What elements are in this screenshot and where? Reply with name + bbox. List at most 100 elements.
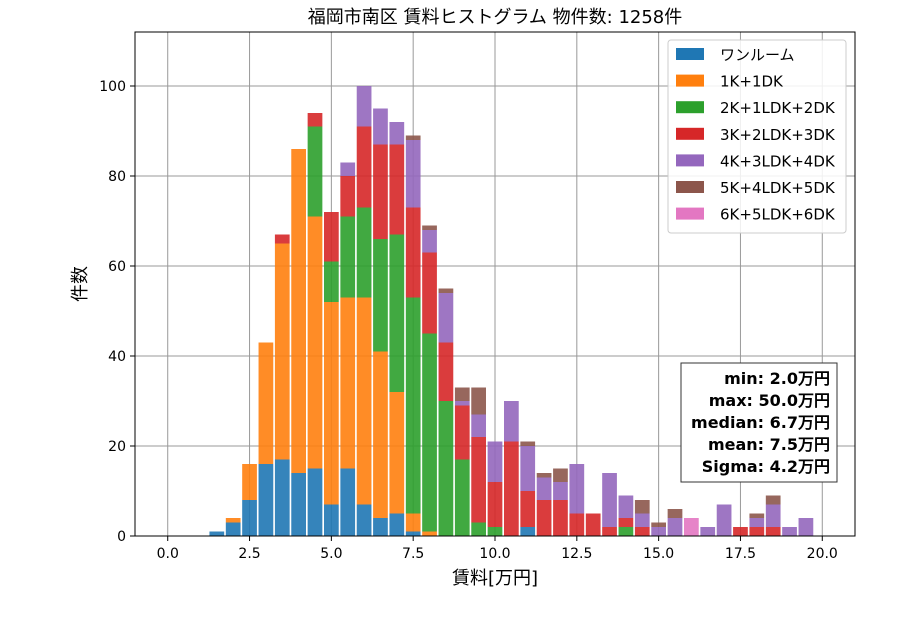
histogram-bar xyxy=(422,230,437,253)
histogram-bar xyxy=(536,477,552,500)
legend-swatch xyxy=(676,127,704,140)
histogram-bar xyxy=(520,491,536,527)
histogram-bar xyxy=(405,513,421,532)
x-tick-label: 0.0 xyxy=(157,546,179,562)
histogram-bar xyxy=(324,504,339,536)
histogram-bar xyxy=(553,482,568,500)
histogram-bar xyxy=(618,527,634,536)
legend-box xyxy=(667,39,847,234)
histogram-bar xyxy=(504,441,519,536)
bars xyxy=(209,86,814,536)
legend-swatch xyxy=(676,154,704,167)
histogram-bar xyxy=(340,176,356,217)
histogram-bar xyxy=(422,252,437,334)
histogram-bar xyxy=(373,108,388,145)
histogram-bar xyxy=(405,297,421,514)
y-tick-label: 40 xyxy=(108,349,126,365)
histogram-bar xyxy=(340,297,356,469)
chart-title: 福岡市南区 賃料ヒストグラム 物件数: 1258件 xyxy=(308,7,683,28)
legend: ワンルーム 1K+1DK 2K+1LDK+2DK 3K+2LDK+3DK 4K+3LDK… xyxy=(667,39,847,234)
histogram-bar xyxy=(307,113,323,127)
x-tick-label: 5.0 xyxy=(320,546,342,562)
histogram-bar xyxy=(602,473,617,527)
histogram-bar xyxy=(356,126,372,208)
histogram-bar xyxy=(356,297,372,505)
histogram-bar xyxy=(553,468,568,482)
histogram-bar xyxy=(356,207,372,298)
histogram-bar xyxy=(340,468,356,536)
histogram-bar xyxy=(667,518,683,536)
histogram-bar xyxy=(307,126,323,217)
histogram-bar xyxy=(634,500,650,514)
histogram-bar xyxy=(225,518,241,523)
histogram-bar xyxy=(520,527,536,536)
histogram-bar xyxy=(291,149,306,473)
stats-annotation: min: 2.0万円 max: 50.0万円 median: 6.7万円 mea… xyxy=(680,362,838,483)
histogram-bar xyxy=(438,288,454,293)
histogram-bar xyxy=(471,387,486,415)
legend-swatch xyxy=(676,74,704,87)
histogram-bar xyxy=(684,518,699,536)
histogram-bar xyxy=(242,500,257,536)
histogram-bar xyxy=(389,513,405,536)
histogram-bar xyxy=(634,527,650,536)
legend-label: 1K+1DK xyxy=(720,73,784,91)
x-tick-label: 17.5 xyxy=(725,546,756,562)
histogram-bar xyxy=(749,518,765,527)
histogram-bar xyxy=(340,162,356,176)
y-tick-label: 80 xyxy=(108,169,126,185)
x-tick-label: 12.5 xyxy=(561,546,592,562)
histogram-bar xyxy=(291,473,306,536)
histogram-bar xyxy=(373,144,388,239)
histogram-bar xyxy=(487,482,503,527)
histogram-bar xyxy=(324,261,339,302)
x-tick-label: 20.0 xyxy=(807,546,838,562)
histogram-bar xyxy=(373,239,388,352)
histogram-bar xyxy=(242,464,257,500)
histogram-bar xyxy=(569,464,585,514)
histogram-bar xyxy=(520,446,536,491)
histogram-bar xyxy=(405,140,421,208)
histogram-bar xyxy=(585,513,601,536)
histogram-bar xyxy=(258,342,274,464)
stat-mean: mean: 7.5万円 xyxy=(708,435,830,454)
histogram-bar xyxy=(454,401,470,406)
histogram-bar xyxy=(749,513,765,518)
histogram-bar xyxy=(438,342,454,401)
histogram-bar xyxy=(438,293,454,343)
stat-min: min: 2.0万円 xyxy=(724,369,830,388)
histogram-bar xyxy=(405,207,421,298)
histogram-bar xyxy=(536,500,552,536)
histogram-bar xyxy=(487,527,503,536)
legend-label: ワンルーム xyxy=(720,46,795,64)
histogram-bar xyxy=(258,464,274,536)
stats-box xyxy=(680,362,838,483)
histogram-bar xyxy=(389,122,405,145)
histogram-bar xyxy=(602,527,617,536)
histogram-bar xyxy=(274,459,290,536)
legend-label: 2K+1LDK+2DK xyxy=(720,99,836,117)
histogram-bar xyxy=(340,216,356,298)
x-tick-label: 10.0 xyxy=(479,546,510,562)
histogram-bar xyxy=(520,441,536,446)
histogram-bar xyxy=(389,392,405,514)
histogram-bar xyxy=(373,351,388,518)
histogram-bar xyxy=(716,504,732,536)
axis-ticks: 0.0 2.5 5.0 7.5 10.0 12.5 15.0 17.5 20.0 0 20 40 60 8… xyxy=(99,79,838,562)
legend-label: 6K+5LDK+6DK xyxy=(720,206,836,224)
histogram-bar xyxy=(733,527,748,536)
y-tick-label: 0 xyxy=(117,529,126,545)
histogram-bar xyxy=(471,414,486,437)
y-tick-label: 60 xyxy=(108,259,126,275)
histogram-bar xyxy=(454,387,470,401)
legend-label: 5K+4LDK+5DK xyxy=(720,179,836,197)
legend-swatch xyxy=(676,181,704,193)
histogram-bar xyxy=(373,518,388,536)
histogram-bar xyxy=(618,495,634,518)
stat-median: median: 6.7万円 xyxy=(691,413,830,432)
histogram-bar xyxy=(324,302,339,505)
histogram-bar xyxy=(454,459,470,536)
histogram-bar xyxy=(667,509,683,518)
histogram-bar xyxy=(569,513,585,536)
histogram-bar xyxy=(765,527,781,536)
